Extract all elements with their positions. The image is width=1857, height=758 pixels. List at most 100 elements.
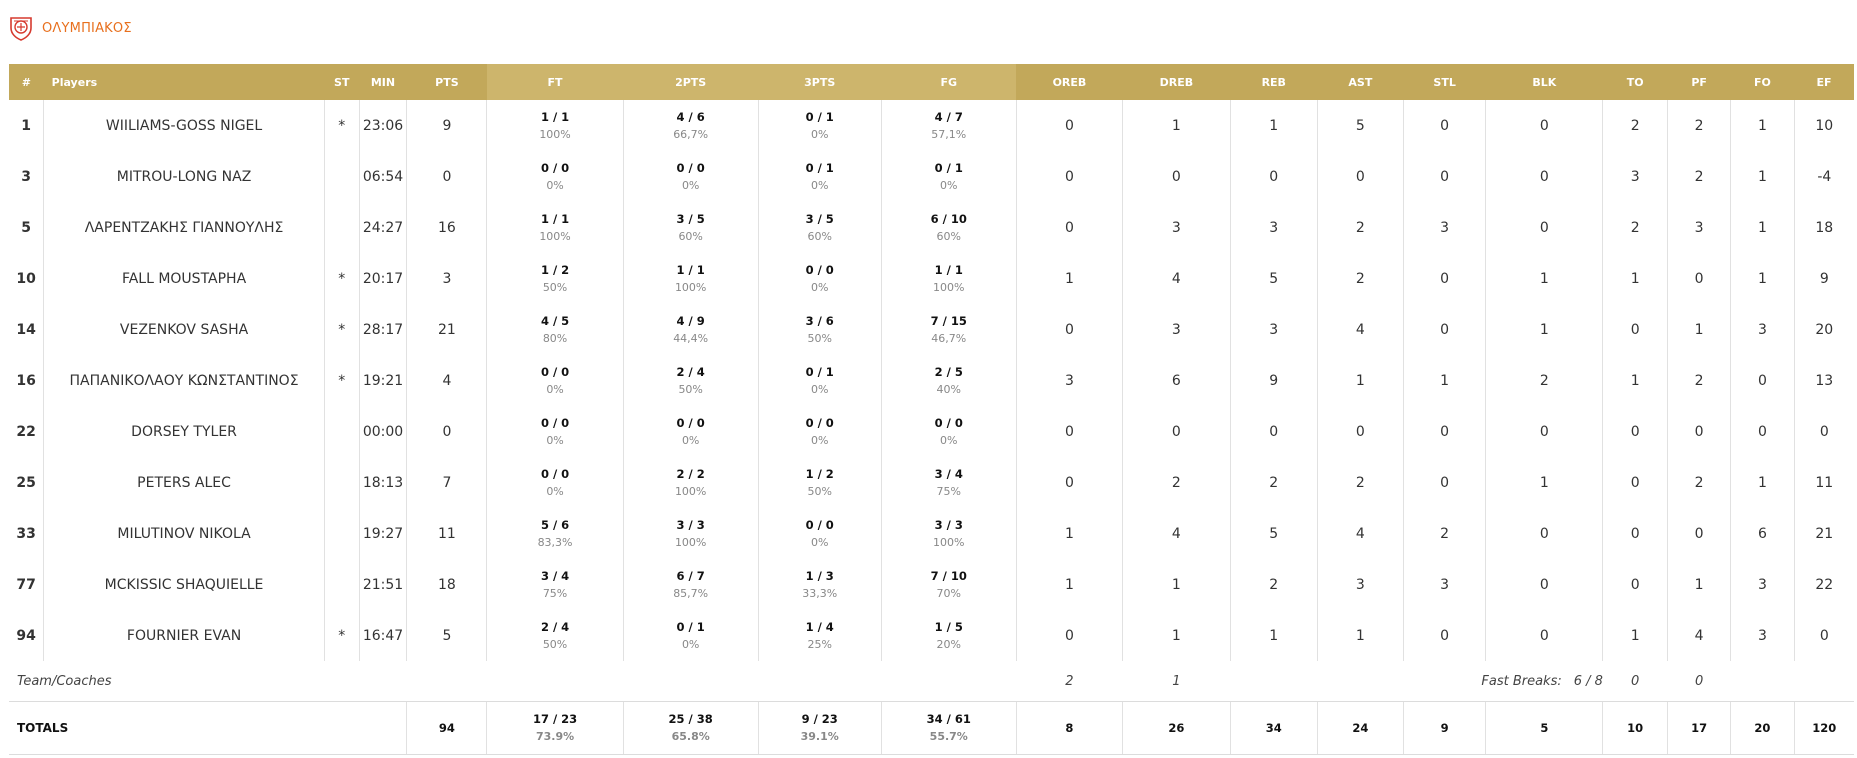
player-name[interactable]: ΛΑΡΕΝΤΖΑΚΗΣ ΓΙΑΝΝΟΥΛΗΣ xyxy=(43,202,325,253)
stat-oreb: 0 xyxy=(1015,304,1123,355)
fg-made-attempted: 1 / 1 xyxy=(934,262,963,277)
three-made-attempted: 1 / 3 xyxy=(805,568,834,583)
col-to[interactable]: TO xyxy=(1602,64,1668,100)
stat-ast: 0 xyxy=(1316,151,1404,202)
ft-percentage: 80% xyxy=(542,331,568,345)
col-players[interactable]: Players xyxy=(43,64,325,100)
player-name[interactable]: MCKISSIC SHAQUIELLE xyxy=(43,559,325,610)
fg-percentage: 46,7% xyxy=(931,331,967,345)
stat-reb: 3 xyxy=(1229,304,1318,355)
col-num[interactable]: # xyxy=(9,64,44,100)
three-made-attempted: 1 / 2 xyxy=(805,466,834,481)
player-name[interactable]: DORSEY TYLER xyxy=(43,406,325,457)
col-min[interactable]: MIN xyxy=(359,64,407,100)
col-ast[interactable]: AST xyxy=(1317,64,1404,100)
stat-ft: 0 / 0 0% xyxy=(486,457,624,508)
stat-two: 2 / 4 50% xyxy=(622,355,759,406)
col-blk[interactable]: BLK xyxy=(1485,64,1603,100)
stat-three: 1 / 4 25% xyxy=(757,610,882,661)
stat-pf: 3 xyxy=(1666,202,1731,253)
stat-stl: 0 xyxy=(1402,457,1486,508)
three-percentage: 0% xyxy=(810,382,829,396)
minutes: 06:54 xyxy=(358,151,407,202)
col-dreb[interactable]: DREB xyxy=(1122,64,1231,100)
stat-three: 0 / 1 0% xyxy=(757,151,882,202)
player-row: 14 VEZENKOV SASHA * 28:17 21 4 / 5 80% 4 / 9 44,… xyxy=(9,304,1854,355)
totals-stl: 9 xyxy=(1402,701,1486,755)
stat-stl: 3 xyxy=(1402,559,1486,610)
col-pts[interactable]: PTS xyxy=(406,64,487,100)
stat-to: 3 xyxy=(1602,151,1668,202)
team-name[interactable]: ΟΛΥΜΠΙΑΚΟΣ xyxy=(42,20,132,36)
col-fg[interactable]: FG xyxy=(881,64,1017,100)
col-reb[interactable]: REB xyxy=(1230,64,1318,100)
stat-fg: 7 / 15 46,7% xyxy=(880,304,1017,355)
stat-to: 0 xyxy=(1602,457,1668,508)
three-made-attempted: 0 / 0 xyxy=(805,262,834,277)
two-percentage: 0% xyxy=(681,178,700,192)
points: 21 xyxy=(406,304,487,355)
starter-mark: * xyxy=(323,610,360,661)
ft-percentage: 0% xyxy=(546,382,564,396)
stat-fo: 0 xyxy=(1730,406,1795,457)
three-made-attempted: 1 / 4 xyxy=(805,619,834,634)
minutes: 18:13 xyxy=(358,457,407,508)
minutes: 24:27 xyxy=(358,202,407,253)
player-name[interactable]: ΠΑΠΑΝΙΚΟΛΑΟΥ ΚΩΝΣΤΑΝΤΙΝΟΣ xyxy=(43,355,325,406)
col-3pts[interactable]: 3PTS xyxy=(758,64,882,100)
player-name[interactable]: FALL MOUSTAPHA xyxy=(43,253,325,304)
stat-reb: 2 xyxy=(1229,457,1318,508)
col-st[interactable]: ST xyxy=(324,64,360,100)
stat-pf: 0 xyxy=(1666,508,1731,559)
stat-two: 6 / 7 85,7% xyxy=(622,559,759,610)
fg-made-attempted: 2 / 5 xyxy=(934,364,963,379)
stat-reb: 0 xyxy=(1229,406,1318,457)
ft-made-attempted: 1 / 1 xyxy=(540,211,570,226)
two-made-attempted: 1 / 1 xyxy=(676,262,705,277)
stat-two: 3 / 3 100% xyxy=(622,508,759,559)
stat-fo: 6 xyxy=(1730,508,1795,559)
col-oreb[interactable]: OREB xyxy=(1016,64,1123,100)
stat-three: 0 / 0 0% xyxy=(757,508,882,559)
two-made-attempted: 0 / 0 xyxy=(676,415,705,430)
stat-fg: 1 / 5 20% xyxy=(880,610,1017,661)
stat-ast: 0 xyxy=(1316,406,1404,457)
player-name[interactable]: WIILIAMS-GOSS NIGEL xyxy=(43,100,325,151)
stat-pf: 2 xyxy=(1666,151,1731,202)
stat-stl: 0 xyxy=(1402,610,1486,661)
player-name[interactable]: FOURNIER EVAN xyxy=(43,610,325,661)
player-number: 1 xyxy=(21,117,31,134)
stat-ast: 5 xyxy=(1316,100,1404,151)
three-made-attempted: 0 / 1 xyxy=(805,109,834,124)
stat-three: 3 / 5 60% xyxy=(757,202,882,253)
col-pf[interactable]: PF xyxy=(1667,64,1731,100)
two-made-attempted: 4 / 9 xyxy=(676,313,705,328)
stat-to: 0 xyxy=(1602,406,1668,457)
col-ef[interactable]: EF xyxy=(1794,64,1854,100)
col-stl[interactable]: STL xyxy=(1403,64,1486,100)
player-name[interactable]: VEZENKOV SASHA xyxy=(43,304,325,355)
player-name[interactable]: MILUTINOV NIKOLA xyxy=(43,508,325,559)
starter-mark xyxy=(323,457,360,508)
totals-pts: 94 xyxy=(406,701,487,755)
stat-stl: 3 xyxy=(1402,202,1486,253)
two-percentage: 0% xyxy=(681,433,700,447)
col-fo[interactable]: FO xyxy=(1730,64,1795,100)
totals-fo: 20 xyxy=(1730,701,1795,755)
ft-made-attempted: 3 / 4 xyxy=(540,568,570,583)
fg-percentage: 100% xyxy=(933,280,965,294)
player-name[interactable]: PETERS ALEC xyxy=(43,457,325,508)
two-percentage: 100% xyxy=(674,535,707,549)
stat-two: 0 / 1 0% xyxy=(622,610,759,661)
fast-breaks-label: Fast Breaks: xyxy=(1481,673,1562,689)
stat-dreb: 0 xyxy=(1122,406,1231,457)
player-number: 16 xyxy=(16,372,36,389)
three-percentage: 25% xyxy=(807,637,832,651)
col-ft[interactable]: FT xyxy=(486,64,624,100)
stat-blk: 1 xyxy=(1485,304,1603,355)
points: 7 xyxy=(406,457,487,508)
col-2pts[interactable]: 2PTS xyxy=(623,64,759,100)
stat-ast: 2 xyxy=(1316,457,1404,508)
player-name[interactable]: MITROU-LONG NAZ xyxy=(43,151,325,202)
